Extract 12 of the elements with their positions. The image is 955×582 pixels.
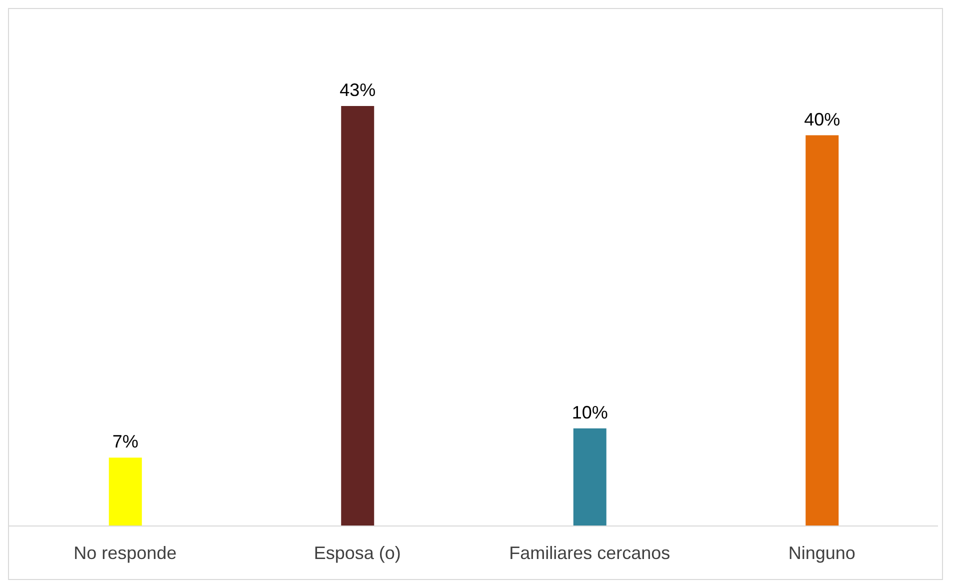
x-tick-label: Familiares cercanos	[509, 542, 670, 563]
bar	[806, 135, 839, 526]
bar	[573, 428, 606, 526]
bar	[341, 106, 374, 526]
data-label: 10%	[572, 402, 608, 422]
x-tick-label: Ninguno	[788, 542, 856, 563]
data-label: 40%	[804, 109, 840, 130]
x-tick-label: Esposa (o)	[314, 542, 401, 563]
data-label: 7%	[112, 432, 138, 452]
data-label: 43%	[340, 80, 376, 100]
bar	[108, 458, 142, 526]
x-tick-label: No responde	[74, 542, 177, 563]
